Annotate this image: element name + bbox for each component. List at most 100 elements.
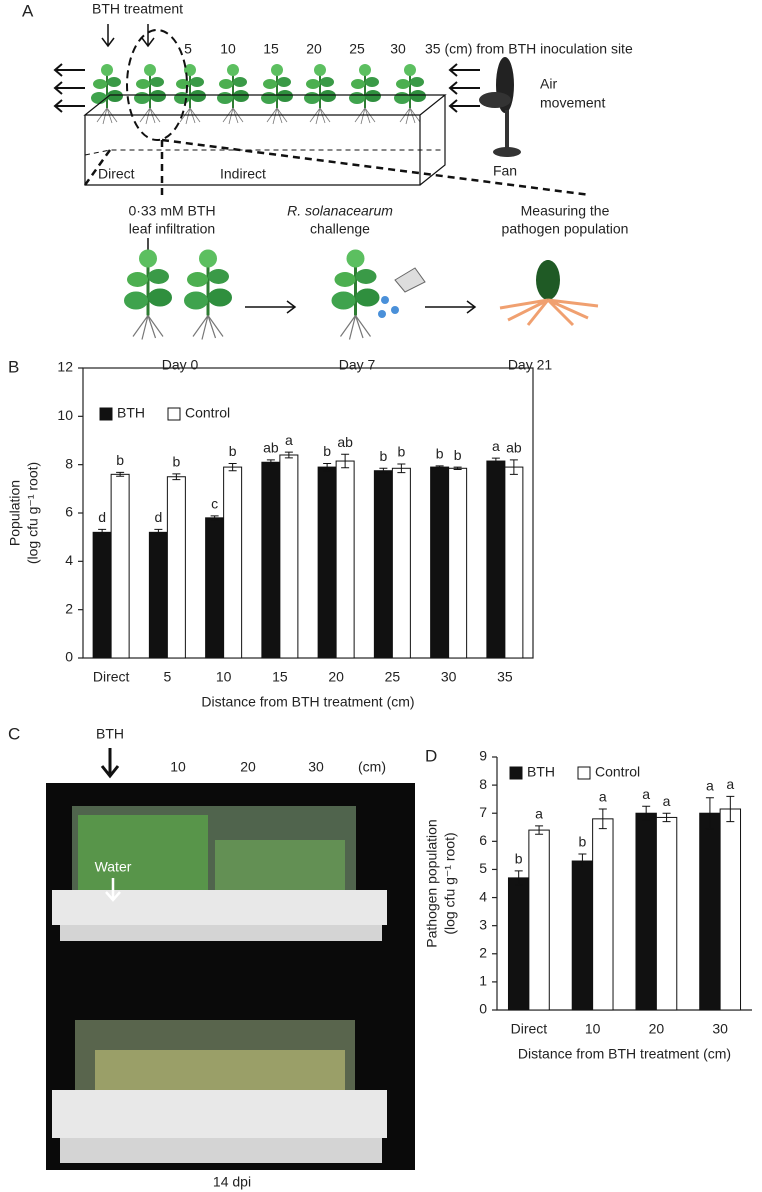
y-axis-label: Pathogen population <box>424 819 440 947</box>
arrow <box>100 748 120 779</box>
bar <box>279 454 299 659</box>
data-label: b <box>229 443 237 459</box>
data-label: ab <box>506 440 522 456</box>
bar <box>719 808 742 1011</box>
fan <box>479 57 521 157</box>
error-bar <box>514 870 523 886</box>
data-label: a <box>492 438 500 454</box>
data-label: b <box>454 447 462 463</box>
error-bar <box>379 467 388 474</box>
bar <box>223 466 243 659</box>
legend-swatch <box>509 766 523 780</box>
bar <box>448 467 468 659</box>
data-label: a <box>726 776 734 792</box>
y-tick-label: 5 <box>479 860 487 876</box>
label: movement <box>540 95 605 111</box>
x-tick-label: Direct <box>511 1021 548 1037</box>
label: BTH treatment <box>92 1 183 17</box>
x-axis-label: Distance from BTH treatment (cm) <box>518 1046 731 1062</box>
label: pathogen population <box>502 221 629 237</box>
data-label: c <box>211 496 218 512</box>
data-label: b <box>515 851 523 867</box>
photo-content <box>52 806 387 1163</box>
data-label: a <box>642 786 650 802</box>
y-tick-label: 0 <box>479 1001 487 1017</box>
y-tick-label: 8 <box>479 776 487 792</box>
label: 35 (cm) from BTH inoculation site <box>425 41 633 57</box>
error-bar <box>578 853 587 869</box>
data-label: a <box>706 777 714 793</box>
bar <box>430 466 450 659</box>
label: Fan <box>493 163 517 179</box>
bar <box>148 531 168 659</box>
y-tick-label: 2 <box>479 944 487 960</box>
bar <box>571 860 594 1011</box>
cup <box>394 267 426 293</box>
x-tick-label: 25 <box>385 669 401 685</box>
label: R. solanacearum <box>287 203 393 219</box>
error-bar <box>705 797 714 830</box>
label: (cm) <box>358 759 386 775</box>
bar <box>205 517 225 659</box>
label: 20 <box>240 759 256 775</box>
legend-label: BTH <box>117 405 145 421</box>
label: leaf infiltration <box>129 221 215 237</box>
label: 10 <box>170 759 186 775</box>
label: BTH <box>96 726 124 742</box>
error-bar <box>266 459 275 466</box>
bar <box>391 467 411 659</box>
x-tick-label: 20 <box>328 669 344 685</box>
bar <box>110 473 130 659</box>
label: 30 <box>308 759 324 775</box>
data-label: b <box>323 443 331 459</box>
label: Water <box>95 859 132 875</box>
y-tick-label: 7 <box>479 804 487 820</box>
error-bar <box>397 463 406 474</box>
y-tick-label: 4 <box>65 552 73 568</box>
data-label: a <box>535 806 543 822</box>
label: Direct <box>98 166 135 182</box>
y-tick-label: 4 <box>479 888 487 904</box>
label: 0·33 mM BTH <box>128 203 215 219</box>
data-label: d <box>154 509 162 525</box>
arrow <box>101 24 155 48</box>
y-tick-label: 8 <box>65 455 73 471</box>
bar <box>261 461 281 659</box>
data-label: b <box>436 446 444 462</box>
x-tick-label: 30 <box>712 1021 728 1037</box>
bar <box>699 812 721 1011</box>
error-bar <box>98 528 107 536</box>
y-tick-label: 0 <box>65 649 73 665</box>
error-bar <box>341 453 350 469</box>
error-bar <box>642 805 651 821</box>
error-bar <box>116 471 125 477</box>
dashed-line <box>83 138 591 200</box>
panel-c: C BTH 10 20 30 (cm) Water 14 dpi <box>8 724 415 1190</box>
data-label: a <box>663 793 671 809</box>
error-bar <box>210 515 219 521</box>
y-axis-label: (log cfu g⁻¹ root) <box>442 832 458 934</box>
data-label: a <box>599 789 607 805</box>
x-tick-label: 30 <box>441 669 457 685</box>
y-axis-label: (log cfu g⁻¹ root) <box>25 462 41 564</box>
error-bar <box>491 457 500 465</box>
data-label: ab <box>263 440 279 456</box>
y-tick-label: 1 <box>479 973 487 989</box>
bar <box>655 816 678 1011</box>
legend-label: BTH <box>527 764 555 780</box>
error-bar <box>509 459 518 475</box>
error-bar <box>598 808 607 830</box>
data-label: a <box>285 432 293 448</box>
y-tick-label: 6 <box>65 504 73 520</box>
arrow <box>245 300 477 314</box>
label: 15 <box>263 41 279 57</box>
y-tick-label: 3 <box>479 916 487 932</box>
label: 14 dpi <box>213 1174 251 1190</box>
x-tick-label: Direct <box>93 669 130 685</box>
data-label: ab <box>337 434 353 450</box>
y-axis-label: Population <box>7 480 23 546</box>
error-bar <box>453 466 462 470</box>
bar <box>592 818 614 1011</box>
error-bar <box>228 462 237 472</box>
